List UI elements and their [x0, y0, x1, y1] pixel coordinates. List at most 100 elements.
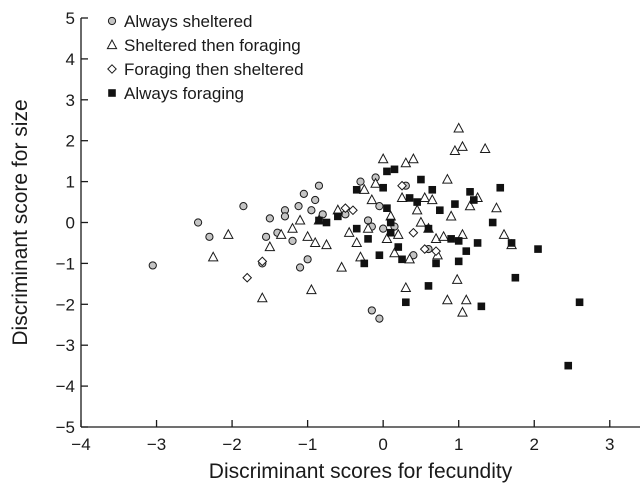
- sheltered-then-foraging-point: [377, 153, 389, 164]
- legend-label: Always sheltered: [124, 12, 253, 31]
- legend-marker: [108, 89, 116, 97]
- sheltered-then-foraging-point: [351, 236, 363, 248]
- y-tick-label: −1: [56, 254, 75, 273]
- always-foraging-point: [390, 165, 399, 174]
- sheltered-then-foraging-point: [449, 144, 461, 156]
- series-foraging-then-sheltered: [242, 180, 441, 283]
- y-axis-title: Discriminant score for size: [9, 99, 32, 345]
- always-foraging-point: [352, 185, 361, 194]
- always-foraging-point: [436, 206, 444, 215]
- always-foraging-point: [575, 298, 584, 307]
- always-foraging-point: [564, 361, 573, 370]
- y-tick-label: −2: [56, 295, 75, 314]
- sheltered-then-foraging-point: [498, 228, 510, 239]
- y-axis-ticks: −5 −4 −3 −2 −1 0 1 2 3 4 5: [56, 9, 88, 437]
- sheltered-then-foraging-point: [411, 204, 423, 215]
- sheltered-then-foraging-point: [441, 173, 453, 184]
- always-sheltered-point: [367, 306, 376, 315]
- legend-item: Foraging then sheltered: [107, 60, 304, 79]
- always-foraging-point: [386, 228, 395, 237]
- always-sheltered-point: [375, 202, 384, 211]
- sheltered-then-foraging-point: [336, 261, 348, 272]
- always-sheltered-point: [148, 261, 157, 270]
- always-foraging-point: [424, 282, 433, 290]
- x-tick-label: −1: [298, 435, 317, 454]
- y-tick-label: 4: [66, 50, 75, 69]
- always-sheltered-point: [311, 195, 320, 205]
- x-tick-label: −2: [222, 435, 241, 454]
- sheltered-then-foraging-point: [358, 183, 370, 194]
- always-sheltered-point: [288, 236, 297, 246]
- sheltered-then-foraging-point: [404, 253, 416, 264]
- always-foraging-point: [428, 185, 437, 194]
- sheltered-then-foraging-point: [407, 153, 419, 164]
- always-foraging-point: [454, 237, 463, 245]
- always-foraging-point: [488, 218, 497, 227]
- always-foraging-point: [379, 183, 387, 192]
- legend-marker: [107, 64, 117, 74]
- sheltered-then-foraging-point: [343, 226, 355, 237]
- always-foraging-point: [364, 235, 372, 243]
- x-tick-label: 1: [454, 435, 463, 454]
- sheltered-then-foraging-point: [366, 193, 378, 205]
- sheltered-then-foraging-point: [396, 191, 408, 203]
- x-axis-title: Discriminant scores for fecundity: [209, 460, 513, 483]
- always-foraging-point: [454, 257, 463, 266]
- always-foraging-point: [496, 183, 505, 192]
- always-foraging-point: [470, 196, 478, 204]
- legend-marker: [106, 38, 118, 50]
- always-foraging-point: [334, 212, 342, 221]
- always-sheltered-point: [239, 202, 248, 211]
- always-foraging-point: [473, 239, 482, 247]
- always-sheltered-point: [205, 232, 214, 241]
- sheltered-then-foraging-point: [305, 283, 317, 295]
- x-tick-label: −4: [71, 435, 90, 454]
- sheltered-then-foraging-point: [464, 200, 476, 211]
- sheltered-then-foraging-point: [381, 232, 393, 243]
- foraging-then-sheltered-point: [242, 272, 253, 283]
- always-foraging-point: [432, 259, 440, 268]
- legend-label: Always foraging: [124, 84, 244, 103]
- always-foraging-point: [447, 235, 455, 243]
- foraging-then-sheltered-point: [419, 244, 430, 254]
- sheltered-then-foraging-point: [207, 251, 219, 262]
- always-sheltered-point: [379, 224, 388, 233]
- y-tick-label: 3: [66, 91, 75, 110]
- sheltered-then-foraging-point: [453, 122, 465, 133]
- sheltered-then-foraging-point: [256, 292, 268, 303]
- always-foraging-point: [352, 224, 361, 233]
- always-sheltered-point: [299, 189, 308, 198]
- sheltered-then-foraging-point: [400, 281, 412, 293]
- data-markers: [148, 122, 584, 370]
- sheltered-then-foraging-point: [419, 191, 431, 203]
- foraging-then-sheltered-point: [397, 180, 407, 191]
- sheltered-then-foraging-point: [441, 294, 453, 305]
- always-foraging-point: [413, 198, 421, 206]
- sheltered-then-foraging-point: [430, 232, 442, 243]
- series-always-sheltered: [148, 173, 433, 323]
- sheltered-then-foraging-point: [392, 228, 404, 239]
- sheltered-then-foraging-point: [426, 193, 438, 205]
- series-always-foraging: [315, 165, 584, 370]
- sheltered-then-foraging-point: [321, 238, 332, 250]
- sheltered-then-foraging-point: [275, 228, 287, 239]
- always-foraging-point: [383, 204, 391, 212]
- always-foraging-point: [402, 298, 410, 307]
- always-sheltered-point: [261, 232, 271, 241]
- sheltered-then-foraging-point: [222, 228, 234, 239]
- always-sheltered-point: [280, 212, 290, 221]
- always-foraging-point: [315, 216, 323, 225]
- always-foraging-point: [394, 243, 403, 251]
- always-sheltered-point: [294, 202, 303, 211]
- sheltered-then-foraging-point: [355, 251, 366, 262]
- sheltered-then-foraging-point: [457, 306, 468, 317]
- always-foraging-point: [424, 224, 433, 233]
- always-sheltered-point: [193, 218, 203, 227]
- always-foraging-point: [462, 247, 471, 255]
- y-tick-label: −4: [56, 377, 75, 396]
- y-tick-label: 5: [66, 9, 75, 28]
- legend-marker: [107, 16, 117, 26]
- y-tick-label: −5: [56, 418, 75, 437]
- y-tick-label: −3: [56, 336, 75, 355]
